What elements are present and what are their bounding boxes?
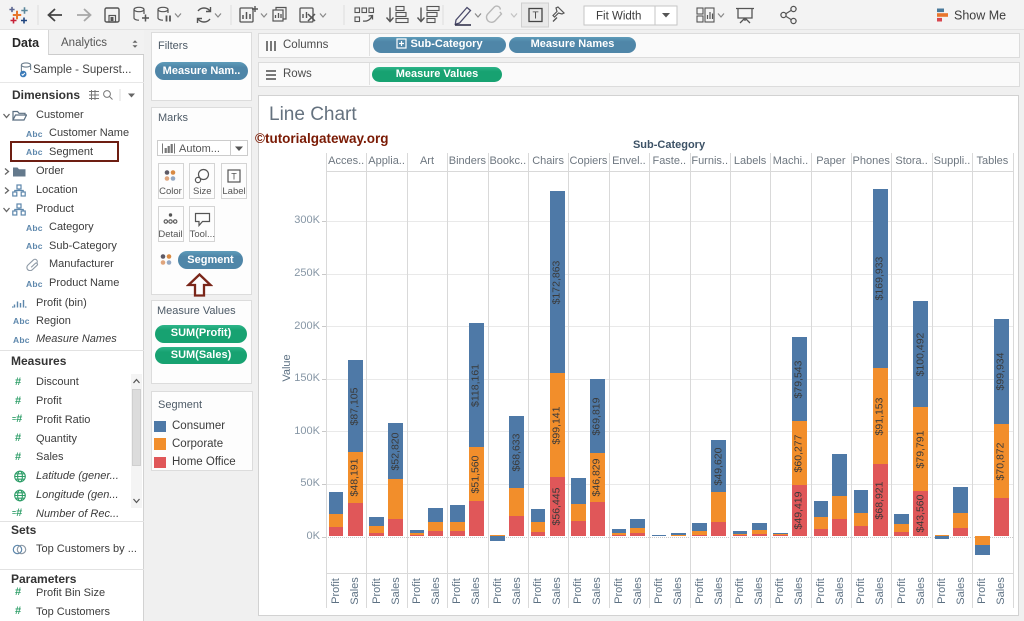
svg-text:T: T — [532, 11, 538, 22]
svg-text:T: T — [231, 172, 237, 182]
svg-text:Fit Width: Fit Width — [596, 11, 641, 23]
svg-text:Show Me: Show Me — [954, 9, 1006, 23]
